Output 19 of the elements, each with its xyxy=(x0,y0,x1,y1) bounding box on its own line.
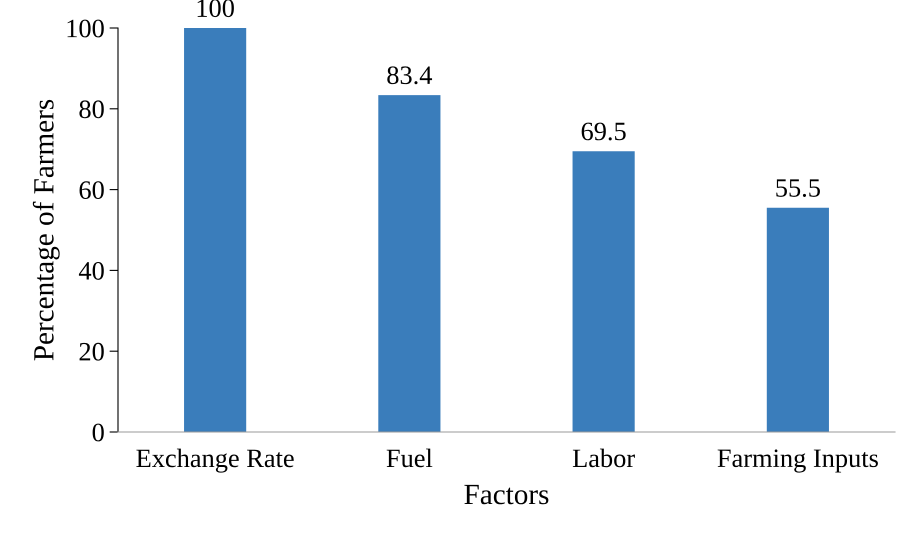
y-tick-label: 60 xyxy=(80,181,104,200)
y-tick-label: 40 xyxy=(78,262,104,280)
y-tick-label: 0 xyxy=(92,424,104,442)
y-tick-label: 80 xyxy=(79,100,104,118)
data-label: 83.4 xyxy=(387,66,432,84)
x-tick-label: Labor xyxy=(572,448,635,468)
data-label: 55.5 xyxy=(776,179,820,197)
data-label: 69.5 xyxy=(582,122,626,140)
x-axis-title: Factors xyxy=(464,484,548,504)
x-tick-label: Farming Inputs xyxy=(718,449,878,473)
bar xyxy=(378,95,440,432)
x-tick-label: Exchange Rate xyxy=(136,448,294,473)
x-tick-label: Fuel xyxy=(386,448,432,468)
bar xyxy=(572,151,635,432)
y-tick-label: 100 xyxy=(68,20,104,38)
bar xyxy=(184,28,246,432)
y-axis-title: Percentage of Farmers xyxy=(32,100,60,360)
y-tick-label: 20 xyxy=(80,342,104,361)
bar xyxy=(766,208,829,432)
